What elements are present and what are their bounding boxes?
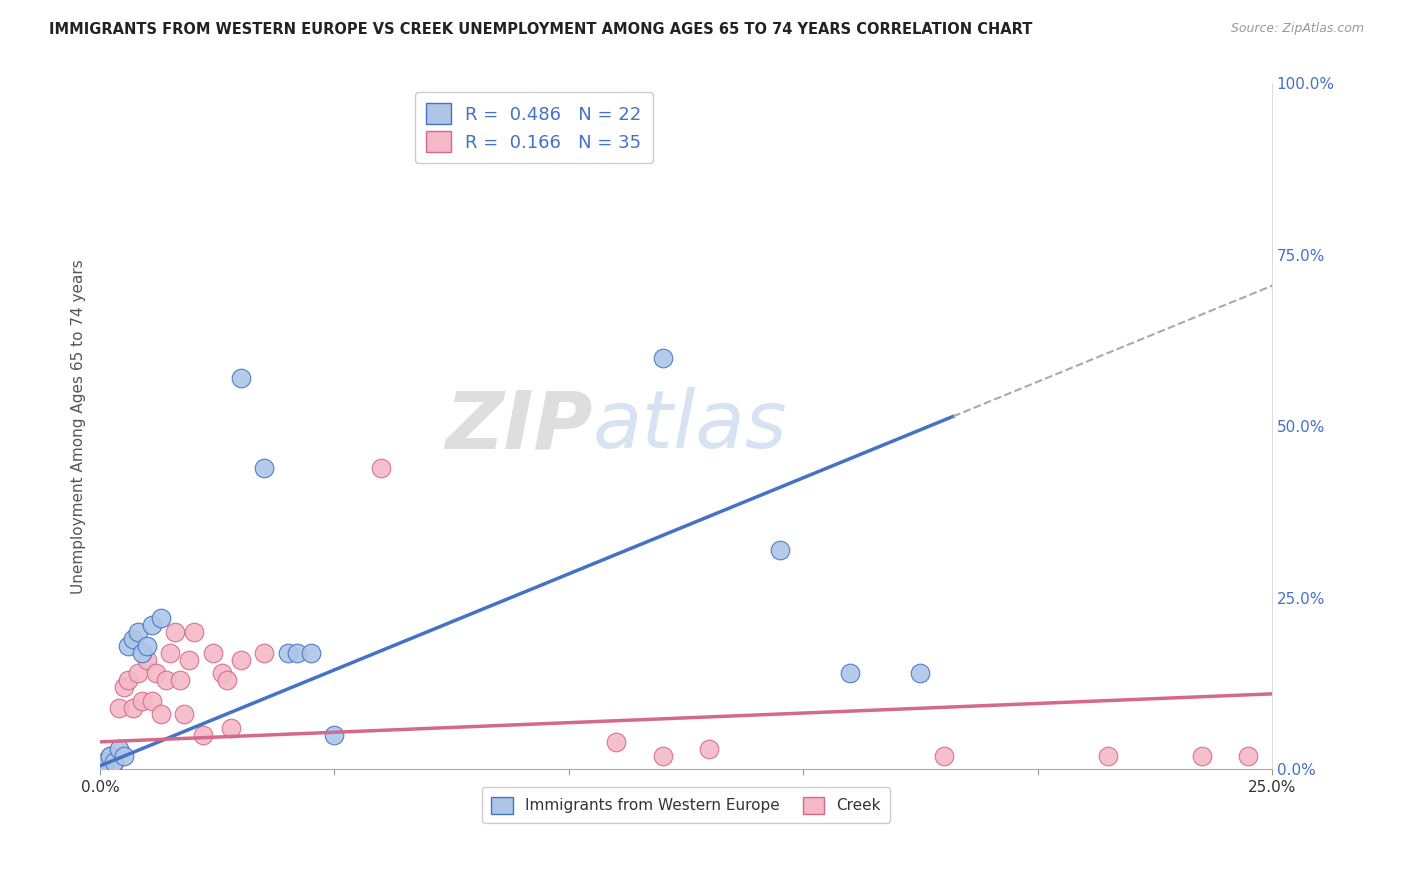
Point [150,611,173,625]
Point [183,625,205,640]
Point [159,646,181,660]
Point [141,618,163,632]
Point [131,694,153,708]
Point [103,756,125,770]
Point [169,673,191,687]
Point [299,646,322,660]
Point [94,756,117,770]
Point [839,666,862,681]
Point [145,666,167,681]
Text: ZIP: ZIP [444,387,592,466]
Y-axis label: Unemployment Among Ages 65 to 74 years: Unemployment Among Ages 65 to 74 years [72,259,86,594]
Point [285,646,308,660]
Point [112,748,135,763]
Text: atlas: atlas [592,387,787,466]
Point [253,460,276,475]
Point [108,700,131,714]
Point [112,680,135,694]
Point [215,673,238,687]
Point [699,741,721,756]
Point [370,460,392,475]
Point [651,748,673,763]
Point [932,748,955,763]
Point [136,652,159,666]
Point [127,666,149,681]
Point [229,371,252,385]
Point [1097,748,1119,763]
Point [769,542,792,557]
Point [150,707,173,722]
Point [193,728,215,742]
Point [141,694,163,708]
Point [221,721,243,735]
Point [229,652,252,666]
Point [651,351,673,365]
Legend: Immigrants from Western Europe, Creek: Immigrants from Western Europe, Creek [482,788,890,823]
Point [253,646,276,660]
Point [165,625,187,640]
Point [910,666,932,681]
Point [201,646,224,660]
Point [117,673,139,687]
Point [108,741,131,756]
Point [1191,748,1213,763]
Point [103,756,125,770]
Point [136,639,159,653]
Text: Source: ZipAtlas.com: Source: ZipAtlas.com [1230,22,1364,36]
Point [173,707,195,722]
Point [211,666,233,681]
Point [122,632,145,646]
Point [1237,748,1260,763]
Point [127,625,149,640]
Point [131,646,153,660]
Point [605,735,627,749]
Point [98,748,121,763]
Point [122,700,145,714]
Point [323,728,346,742]
Point [98,748,121,763]
Point [155,673,177,687]
Point [179,652,201,666]
Point [94,756,117,770]
Point [117,639,139,653]
Text: IMMIGRANTS FROM WESTERN EUROPE VS CREEK UNEMPLOYMENT AMONG AGES 65 TO 74 YEARS C: IMMIGRANTS FROM WESTERN EUROPE VS CREEK … [49,22,1032,37]
Point [277,646,299,660]
